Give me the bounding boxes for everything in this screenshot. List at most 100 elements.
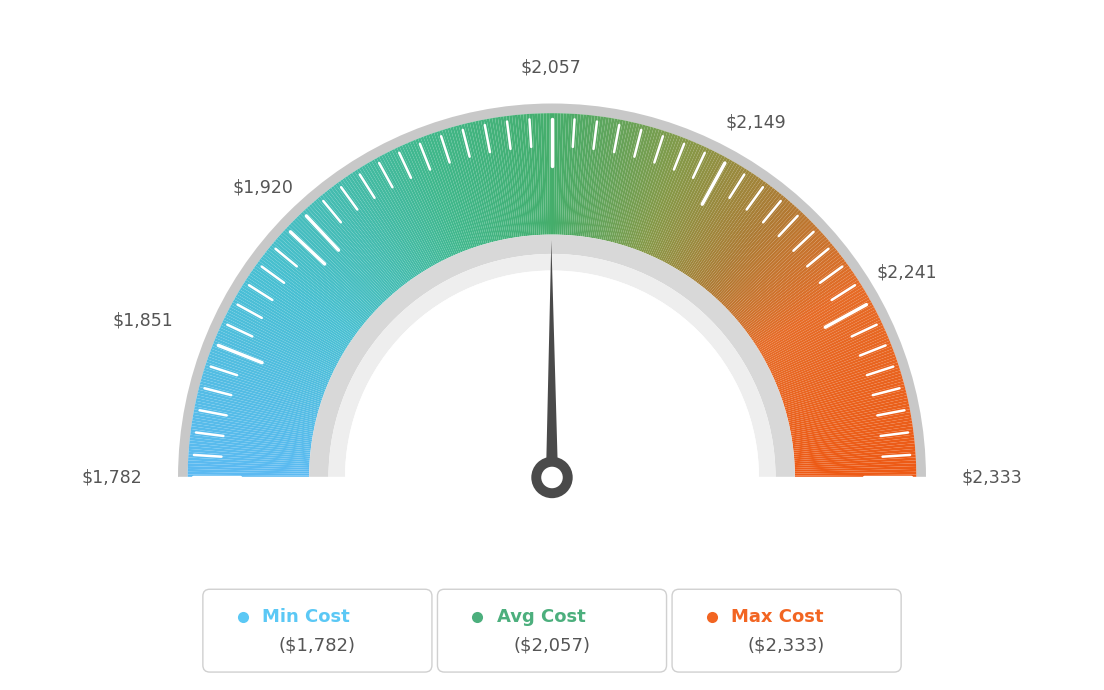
Wedge shape bbox=[201, 376, 319, 411]
Wedge shape bbox=[769, 315, 879, 371]
Wedge shape bbox=[766, 307, 875, 366]
Wedge shape bbox=[763, 297, 870, 359]
Wedge shape bbox=[794, 452, 915, 462]
Wedge shape bbox=[698, 186, 773, 284]
Wedge shape bbox=[514, 115, 529, 236]
Wedge shape bbox=[583, 116, 601, 237]
Wedge shape bbox=[635, 135, 678, 250]
Wedge shape bbox=[538, 113, 544, 235]
Wedge shape bbox=[778, 346, 893, 392]
Wedge shape bbox=[192, 417, 312, 440]
Wedge shape bbox=[495, 117, 516, 237]
Wedge shape bbox=[704, 193, 782, 289]
Wedge shape bbox=[683, 171, 752, 275]
Wedge shape bbox=[721, 216, 808, 304]
Wedge shape bbox=[392, 149, 447, 259]
Wedge shape bbox=[716, 210, 802, 300]
Wedge shape bbox=[662, 153, 720, 262]
Wedge shape bbox=[189, 452, 310, 462]
Wedge shape bbox=[198, 390, 316, 421]
Wedge shape bbox=[305, 208, 389, 299]
Wedge shape bbox=[666, 155, 725, 264]
Wedge shape bbox=[331, 186, 406, 284]
Wedge shape bbox=[202, 373, 319, 410]
Wedge shape bbox=[309, 235, 795, 477]
Wedge shape bbox=[710, 201, 790, 294]
Wedge shape bbox=[362, 166, 427, 270]
Wedge shape bbox=[784, 371, 901, 408]
Wedge shape bbox=[792, 415, 912, 437]
Wedge shape bbox=[473, 121, 501, 240]
Wedge shape bbox=[314, 201, 394, 294]
Wedge shape bbox=[567, 114, 577, 235]
Wedge shape bbox=[772, 322, 883, 376]
Wedge shape bbox=[645, 141, 694, 254]
Wedge shape bbox=[481, 119, 507, 239]
Wedge shape bbox=[659, 150, 715, 260]
Wedge shape bbox=[788, 390, 906, 421]
Wedge shape bbox=[755, 277, 858, 346]
Wedge shape bbox=[669, 158, 730, 266]
Wedge shape bbox=[571, 115, 583, 235]
Wedge shape bbox=[625, 130, 665, 246]
Wedge shape bbox=[342, 178, 414, 279]
Wedge shape bbox=[418, 138, 465, 252]
Wedge shape bbox=[588, 117, 609, 237]
Wedge shape bbox=[782, 359, 898, 401]
Wedge shape bbox=[793, 435, 914, 451]
Wedge shape bbox=[790, 412, 911, 435]
Wedge shape bbox=[307, 206, 390, 298]
Wedge shape bbox=[432, 132, 474, 248]
Wedge shape bbox=[590, 118, 612, 238]
Wedge shape bbox=[787, 387, 905, 419]
Wedge shape bbox=[584, 117, 603, 237]
Wedge shape bbox=[654, 147, 708, 258]
Wedge shape bbox=[364, 164, 428, 269]
Wedge shape bbox=[367, 162, 431, 268]
Wedge shape bbox=[790, 409, 911, 434]
Wedge shape bbox=[235, 295, 342, 357]
Wedge shape bbox=[761, 292, 867, 355]
Wedge shape bbox=[742, 250, 838, 327]
Wedge shape bbox=[592, 118, 615, 238]
Text: $1,851: $1,851 bbox=[113, 311, 173, 329]
Wedge shape bbox=[578, 115, 595, 236]
Wedge shape bbox=[329, 188, 405, 286]
Wedge shape bbox=[267, 248, 363, 326]
Wedge shape bbox=[469, 122, 499, 241]
Wedge shape bbox=[191, 426, 311, 445]
Wedge shape bbox=[503, 116, 521, 237]
Wedge shape bbox=[558, 113, 563, 235]
Wedge shape bbox=[192, 415, 312, 437]
Wedge shape bbox=[447, 128, 485, 245]
Wedge shape bbox=[195, 401, 315, 428]
Wedge shape bbox=[295, 218, 382, 306]
Wedge shape bbox=[285, 228, 375, 313]
Wedge shape bbox=[204, 365, 321, 404]
Wedge shape bbox=[785, 373, 902, 410]
Wedge shape bbox=[204, 368, 320, 406]
Wedge shape bbox=[776, 335, 889, 384]
Wedge shape bbox=[338, 181, 411, 281]
Wedge shape bbox=[188, 460, 309, 468]
Wedge shape bbox=[251, 270, 352, 341]
Wedge shape bbox=[382, 154, 440, 263]
Wedge shape bbox=[731, 230, 821, 314]
Wedge shape bbox=[701, 190, 777, 287]
Wedge shape bbox=[374, 158, 435, 266]
Wedge shape bbox=[741, 248, 837, 326]
Wedge shape bbox=[757, 282, 861, 349]
Wedge shape bbox=[618, 127, 654, 244]
Wedge shape bbox=[778, 344, 892, 390]
Wedge shape bbox=[752, 270, 853, 341]
Wedge shape bbox=[246, 277, 349, 346]
Wedge shape bbox=[732, 233, 824, 315]
Wedge shape bbox=[644, 140, 691, 253]
Wedge shape bbox=[238, 290, 344, 354]
Wedge shape bbox=[581, 116, 597, 237]
Wedge shape bbox=[210, 351, 325, 395]
Wedge shape bbox=[622, 128, 659, 246]
Wedge shape bbox=[247, 275, 350, 344]
Wedge shape bbox=[253, 268, 353, 339]
Wedge shape bbox=[359, 167, 425, 271]
